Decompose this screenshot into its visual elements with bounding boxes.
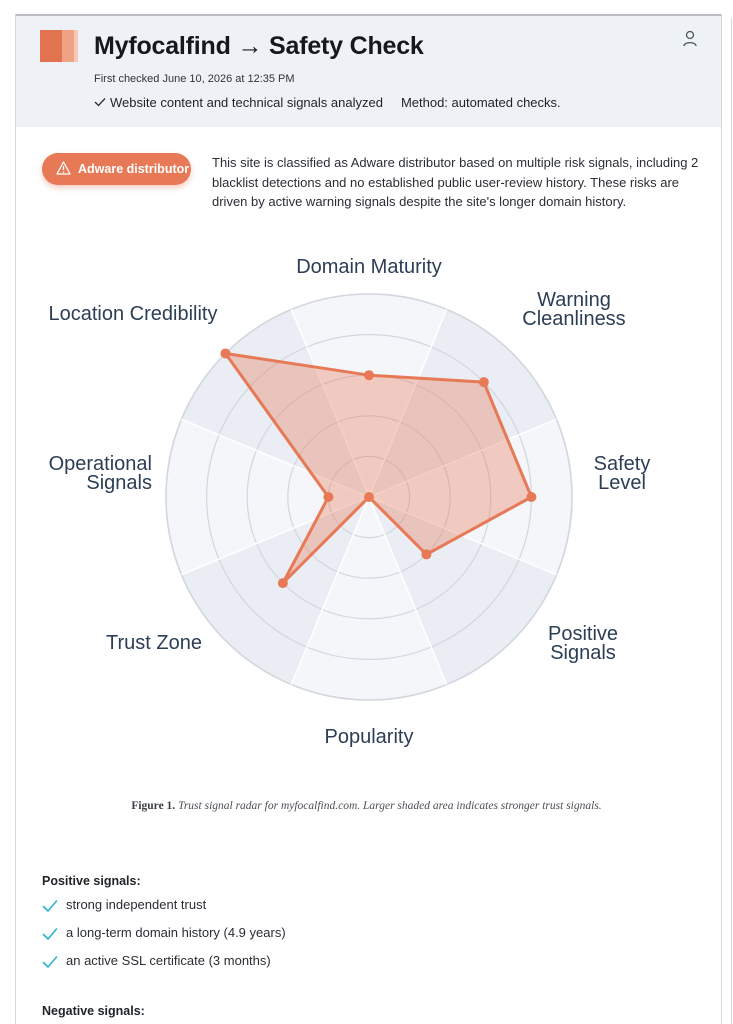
radar-spoke — [290, 496, 370, 685]
positive-signal-text: a long-term domain history (4.9 years) — [66, 925, 286, 940]
frame-border-outer — [731, 18, 732, 1024]
radar-axis-label: Popularity — [325, 726, 414, 748]
report-header: Myfocalfind → Safety Check First checked… — [16, 16, 721, 127]
verdict-label: Adware distributor — [78, 162, 190, 176]
analyzed-text: Website content and technical signals an… — [110, 95, 383, 110]
radar-spoke — [181, 496, 370, 576]
radar-spoke — [368, 309, 448, 498]
radar-spoke — [290, 309, 370, 498]
verdict-badge: Adware distributor — [42, 153, 191, 185]
radar-sector — [166, 419, 369, 575]
radar-sector — [369, 419, 572, 575]
radar-axis-label: Safety Level — [594, 453, 651, 494]
warning-icon — [56, 161, 71, 175]
verdict-summary: This site is classified as Adware distri… — [212, 155, 699, 209]
check-icon — [42, 956, 58, 968]
radar-axis-label-line: Cleanliness — [522, 308, 625, 330]
radar-sector — [291, 294, 447, 497]
positive-signal-item: an active SSL certificate (3 months) — [42, 953, 286, 981]
radar-data-point — [323, 492, 334, 502]
radar-sector — [369, 309, 557, 497]
user-icon[interactable] — [682, 30, 698, 48]
page-name: Safety Check — [269, 32, 424, 60]
site-logo — [40, 30, 78, 62]
caption-text: Trust signal radar for myfocalfind.com. … — [178, 800, 602, 812]
positive-signals-list: strong independent trust a long-term doma… — [42, 897, 286, 981]
radar-grid-ring — [287, 415, 451, 579]
radar-axis-label: Operational Signals — [49, 453, 152, 494]
negative-signals-title: Negative signals: — [42, 1004, 145, 1018]
radar-axis-label: Domain Maturity — [296, 256, 442, 278]
radar-axis-label: Warning Cleanliness — [522, 289, 625, 330]
radar-data-point — [478, 377, 489, 388]
radar-data-point — [364, 492, 374, 502]
radar-sector — [291, 497, 447, 700]
radar-axis-label-line: Warning — [537, 289, 611, 311]
radar-axis-label-line: Level — [598, 472, 646, 494]
positive-signal-text: strong independent trust — [66, 897, 207, 912]
positive-signal-text: an active SSL certificate (3 months) — [66, 953, 271, 968]
radar-axis-label-line: Operational — [49, 453, 152, 475]
positive-signals-title: Positive signals: — [42, 874, 141, 888]
frame-border-right — [721, 14, 722, 1024]
radar-spoke — [368, 496, 448, 685]
radar-axis-label-line: Location Credibility — [49, 303, 218, 325]
figure-caption: Figure 1. Trust signal radar for myfocal… — [0, 800, 733, 812]
frame-border-left — [15, 14, 16, 1024]
radar-data-point — [364, 370, 374, 381]
radar-grid-ring — [165, 293, 573, 701]
radar-axis-label-line: Popularity — [325, 726, 414, 748]
site-name: Myfocalfind — [94, 32, 231, 60]
arrow-glyph: → — [237, 32, 263, 60]
radar-axis-label: Trust Zone — [106, 632, 202, 654]
radar-data-point — [421, 549, 432, 560]
radar-axis-label: Location Credibility — [49, 303, 218, 325]
positive-signal-item: strong independent trust — [42, 897, 286, 925]
radar-axis-label-line: Safety — [594, 453, 651, 475]
positive-signal-item: a long-term domain history (4.9 years) — [42, 925, 286, 953]
radar-axis-label-line: Positive — [548, 623, 618, 645]
first-checked-date: First checked June 10, 2026 at 12:35 PM — [94, 73, 295, 85]
radar-spoke — [181, 418, 370, 498]
analysis-info: Website content and technical signals an… — [94, 95, 561, 110]
radar-axis-label-line: Signals — [550, 642, 616, 664]
check-icon — [42, 900, 58, 912]
method-text: Method: automated checks. — [400, 95, 561, 110]
radar-data-point — [526, 492, 537, 502]
radar-axis-label: Positive Signals — [548, 623, 618, 664]
radar-data-point — [220, 348, 231, 359]
radar-spoke — [368, 418, 557, 498]
check-icon — [94, 98, 106, 107]
check-icon — [42, 928, 58, 940]
radar-axis-label-line: Domain Maturity — [296, 256, 442, 278]
page-title: Myfocalfind → Safety Check — [94, 32, 424, 61]
frame-border-top — [15, 14, 721, 16]
radar-axis-label-line: Signals — [86, 472, 152, 494]
radar-data-point — [277, 578, 288, 589]
radar-axis-label-line: Trust Zone — [106, 632, 202, 654]
figure-number: Figure 1. — [131, 800, 176, 812]
